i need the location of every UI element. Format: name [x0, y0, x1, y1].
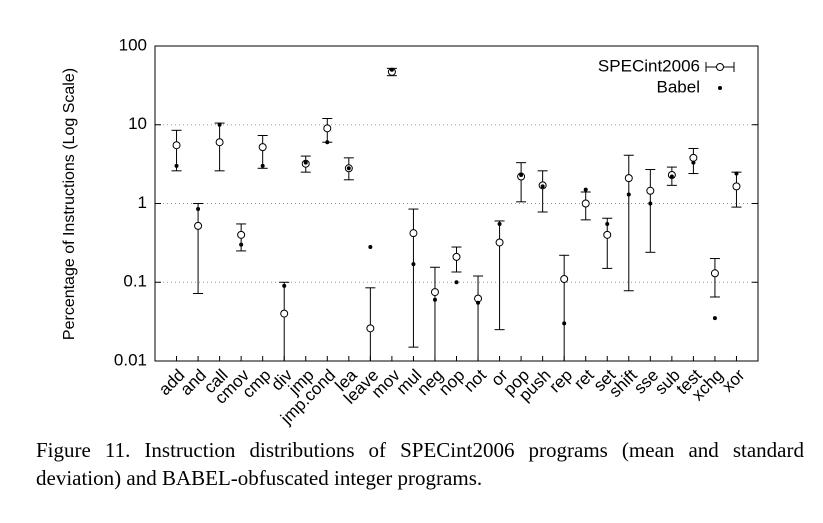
- mean-marker: [237, 230, 246, 239]
- babel-dot: [260, 163, 265, 168]
- babel-dot: [583, 187, 588, 192]
- mean-marker: [689, 153, 698, 162]
- mean-marker: [732, 182, 741, 191]
- mean-marker: [172, 141, 181, 150]
- babel-dot: [454, 280, 459, 285]
- babel-dot: [303, 160, 308, 165]
- babel-dot: [540, 184, 545, 189]
- mean-marker: [194, 221, 203, 230]
- babel-dot: [648, 201, 653, 206]
- y-tick-label: 10: [128, 114, 147, 133]
- babel-dot: [432, 297, 437, 302]
- mean-marker: [495, 238, 504, 247]
- mean-marker: [624, 174, 633, 183]
- babel-dot: [174, 163, 179, 168]
- mean-marker: [452, 252, 461, 261]
- babel-dot: [346, 166, 351, 171]
- chart: Percentage of Instructions (Log Scale) 0…: [61, 35, 759, 428]
- y-tick-label: 0.1: [123, 272, 147, 291]
- babel-dot: [734, 171, 739, 176]
- babel-dot: [389, 67, 394, 72]
- mean-marker: [560, 274, 569, 283]
- mean-marker: [323, 124, 332, 133]
- y-tick-label: 0.01: [114, 350, 147, 369]
- mean-marker: [409, 229, 418, 238]
- babel-dot: [519, 173, 524, 178]
- caption: Figure 11. Instruction distributions of …: [36, 438, 804, 490]
- babel-dot: [411, 262, 416, 267]
- mean-marker: [280, 309, 289, 318]
- mean-marker: [603, 230, 612, 239]
- babel-dot: [325, 140, 330, 145]
- babel-dot: [605, 221, 610, 226]
- babel-dot: [196, 207, 201, 212]
- y-tick-label: 100: [119, 35, 147, 54]
- y-axis-label: Percentage of Instructions (Log Scale): [61, 68, 78, 340]
- babel-dot: [368, 245, 373, 250]
- mean-marker: [581, 199, 590, 208]
- babel-dot: [626, 192, 631, 197]
- mean-marker: [258, 143, 267, 152]
- babel-dot: [217, 122, 222, 127]
- legend-label: Babel: [657, 77, 700, 96]
- legend-symbol: [716, 63, 724, 71]
- legend-label: SPECint2006: [598, 56, 700, 75]
- babel-dot: [562, 321, 567, 326]
- babel-dot: [669, 174, 674, 179]
- mean-marker: [430, 288, 439, 297]
- babel-dot: [712, 316, 717, 321]
- legend-symbol: [718, 86, 722, 90]
- mean-marker: [366, 324, 375, 333]
- babel-dot: [282, 283, 287, 288]
- y-tick-label: 1: [138, 193, 147, 212]
- babel-dot: [476, 300, 481, 305]
- x-tick-label: not: [460, 365, 490, 395]
- babel-dot: [691, 160, 696, 165]
- mean-marker: [646, 186, 655, 195]
- mean-marker: [215, 138, 224, 147]
- mean-marker: [710, 269, 719, 278]
- babel-dot: [239, 242, 244, 247]
- babel-dot: [497, 221, 502, 226]
- x-tick-label: xor: [718, 365, 748, 395]
